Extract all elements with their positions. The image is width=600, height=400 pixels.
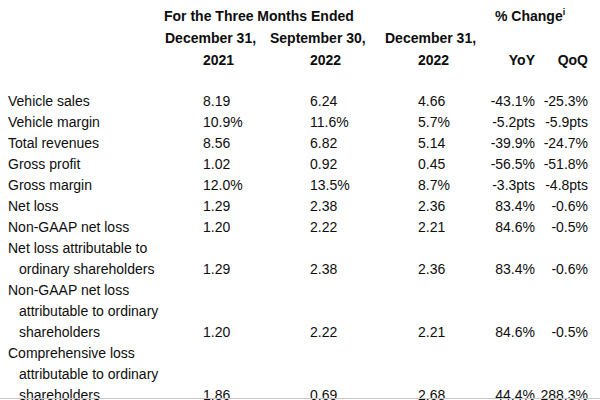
cell-sep2022: 2.38	[310, 259, 418, 280]
cell-qoq: -0.6%	[535, 196, 588, 217]
table-row-net-loss-ordinary-shareholders: Net loss attributable to ordinary shareh…	[0, 238, 588, 280]
cell-sep2022: 2.38	[310, 196, 418, 217]
row-label: Vehicle sales	[0, 91, 203, 112]
cell-dec2021: 1.02	[203, 154, 310, 175]
cell-yoy: -39.9%	[480, 133, 535, 154]
table-bottom-rule	[0, 398, 600, 399]
cell-yoy: -5.2pts	[480, 112, 535, 133]
year-header-2021: 2021	[203, 50, 310, 71]
cell-qoq: -51.8%	[535, 154, 588, 175]
cell-dec2021: 8.19	[203, 91, 310, 112]
qoq-header: QoQ	[535, 50, 588, 71]
footnote-marker: i	[563, 7, 566, 17]
row-label: Gross margin	[0, 175, 203, 196]
cell-dec2021: 10.9%	[203, 112, 310, 133]
cell-yoy: 83.4%	[480, 259, 535, 280]
table-row-vehicle-sales: Vehicle sales 8.19 6.24 4.66 -43.1% -25.…	[0, 91, 588, 112]
cell-sep2022: 6.82	[310, 133, 418, 154]
financial-results-table: For the Three Months Ended % Changei Dec…	[0, 0, 600, 400]
pct-change-header: % Changei	[495, 6, 565, 27]
cell-yoy: 84.6%	[480, 322, 535, 343]
cell-yoy: -43.1%	[480, 91, 535, 112]
cell-qoq: -0.6%	[535, 259, 588, 280]
row-label: Non-GAAP net loss	[0, 280, 203, 301]
cell-dec2021: 1.29	[203, 259, 310, 280]
row-label: Total revenues	[0, 133, 203, 154]
table-row-total-revenues: Total revenues 8.56 6.82 5.14 -39.9% -24…	[0, 133, 588, 154]
cell-dec2021: 8.56	[203, 133, 310, 154]
cell-qoq: -4.8pts	[535, 175, 588, 196]
table-span-header: For the Three Months Ended	[164, 6, 354, 27]
cell-dec2022: 2.36	[418, 196, 480, 217]
table-row-non-gaap-net-loss-ordinary-shareholders: Non-GAAP net loss attributable to ordina…	[0, 280, 588, 343]
cell-sep2022: 2.22	[310, 217, 418, 238]
table-row-comprehensive-loss-ordinary-shareholders: Comprehensive loss attributable to ordin…	[0, 343, 588, 400]
cell-dec2021: 1.29	[203, 196, 310, 217]
row-label-continued: ordinary shareholders	[0, 259, 203, 280]
cell-dec2022: 0.45	[418, 154, 480, 175]
yoy-header: YoY	[480, 50, 535, 71]
period-header-dec-2021: December 31,	[165, 28, 256, 49]
cell-sep2022: 11.6%	[310, 112, 418, 133]
cell-sep2022: 6.24	[310, 91, 418, 112]
cell-dec2022: 8.7%	[418, 175, 480, 196]
cell-qoq: -25.3%	[535, 91, 588, 112]
table-row-net-loss: Net loss 1.29 2.38 2.36 83.4% -0.6%	[0, 196, 588, 217]
row-label-continued: attributable to ordinary	[0, 364, 203, 385]
year-header-2022a: 2022	[310, 50, 418, 71]
table-row-gross-margin: Gross margin 12.0% 13.5% 8.7% -3.3pts -4…	[0, 175, 588, 196]
table-row-vehicle-margin: Vehicle margin 10.9% 11.6% 5.7% -5.2pts …	[0, 112, 588, 133]
period-header-dec-2022: December 31,	[385, 28, 476, 49]
row-label: Gross profit	[0, 154, 203, 175]
table-row-non-gaap-net-loss: Non-GAAP net loss 1.20 2.22 2.21 84.6% -…	[0, 217, 588, 238]
cell-sep2022: 13.5%	[310, 175, 418, 196]
cell-dec2022: 2.36	[418, 259, 480, 280]
cell-dec2021: 1.20	[203, 322, 310, 343]
row-label: Non-GAAP net loss	[0, 217, 203, 238]
cell-dec2022: 5.14	[418, 133, 480, 154]
table-body: Vehicle sales 8.19 6.24 4.66 -43.1% -25.…	[0, 91, 588, 400]
year-header-2022b: 2022	[418, 50, 480, 71]
cell-dec2021: 12.0%	[203, 175, 310, 196]
cell-qoq: -5.9pts	[535, 112, 588, 133]
cell-dec2022: 5.7%	[418, 112, 480, 133]
cell-yoy: 84.6%	[480, 217, 535, 238]
cell-qoq: -0.5%	[535, 322, 588, 343]
cell-sep2022: 0.92	[310, 154, 418, 175]
row-label-continued: attributable to ordinary	[0, 301, 203, 322]
row-label: Net loss	[0, 196, 203, 217]
period-header-sep-2022: September 30,	[270, 28, 366, 49]
cell-dec2022: 2.21	[418, 322, 480, 343]
row-label-continued: shareholders	[0, 322, 203, 343]
row-label: Comprehensive loss	[0, 343, 203, 364]
pct-change-label: % Change	[495, 8, 563, 24]
table-row-gross-profit: Gross profit 1.02 0.92 0.45 -56.5% -51.8…	[0, 154, 588, 175]
cell-sep2022: 2.22	[310, 322, 418, 343]
row-label: Vehicle margin	[0, 112, 203, 133]
cell-dec2021: 1.20	[203, 217, 310, 238]
column-header-row: 2021 2022 2022 YoY QoQ	[0, 50, 588, 71]
row-label: Net loss attributable to	[0, 238, 203, 259]
cell-dec2022: 2.21	[418, 217, 480, 238]
cell-yoy: 83.4%	[480, 196, 535, 217]
cell-dec2022: 4.66	[418, 91, 480, 112]
cell-yoy: -3.3pts	[480, 175, 535, 196]
cell-yoy: -56.5%	[480, 154, 535, 175]
cell-qoq: -24.7%	[535, 133, 588, 154]
cell-qoq: -0.5%	[535, 217, 588, 238]
